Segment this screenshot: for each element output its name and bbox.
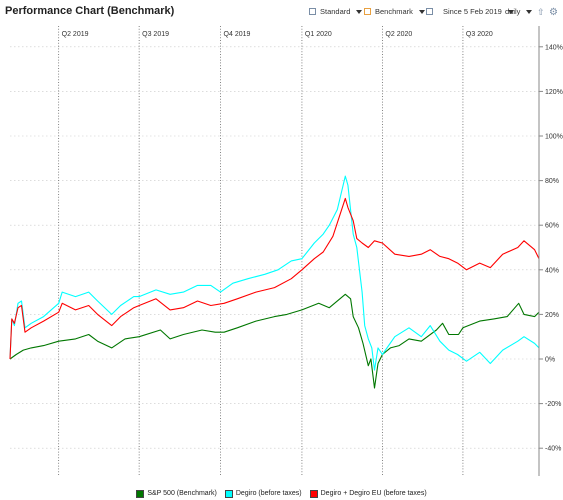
chevron-down-icon (526, 9, 533, 14)
quarter-label: Q2 2019 (62, 31, 89, 38)
performance-chart: Q2 2019 Q3 2019 Q4 2019 Q1 2020 Q2 2020 Q3 20… (9, 26, 563, 476)
date-range-selector[interactable]: Since 5 Feb 2019 (426, 7, 514, 16)
since-label: Since 5 Feb 2019 (443, 7, 502, 16)
legend-item-degiro-eu[interactable]: Degiro + Degiro EU (before taxes) (309, 487, 427, 500)
export-icon[interactable]: ⇧ (537, 7, 545, 17)
benchmark-label: Benchmark (375, 7, 413, 16)
interval-dropdown[interactable]: daily (505, 7, 533, 16)
quarter-label: Q3 2020 (466, 31, 493, 38)
legend-swatch (136, 489, 145, 498)
y-tick-label: 40% (545, 267, 559, 274)
interval-label: daily (505, 7, 521, 16)
chart-toolbar: Performance Chart (Benchmark) Standard B… (0, 0, 563, 26)
chevron-down-icon (507, 9, 514, 14)
quarter-label: Q1 2020 (305, 31, 332, 38)
page-title: Performance Chart (Benchmark) (5, 5, 175, 17)
quarter-label: Q4 2019 (224, 31, 251, 38)
y-tick-label: 100% (545, 134, 563, 141)
quarter-markers: Q2 2019 Q3 2019 Q4 2019 Q1 2020 Q2 2020 Q3 20… (58, 26, 493, 476)
y-tick-label: 0% (545, 357, 555, 364)
y-axis-ticks: -40% -20% 0% 20% 40% 60% 80% 100% 120% 140% (539, 44, 563, 453)
chart-series (9, 175, 540, 389)
series-line (9, 293, 540, 389)
chevron-down-icon (418, 9, 425, 14)
chart-icon (364, 8, 371, 15)
benchmark-dropdown[interactable]: Benchmark (364, 7, 425, 16)
legend-item-sp500[interactable]: S&P 500 (Benchmark) (136, 487, 217, 500)
standard-dropdown[interactable]: Standard (309, 7, 363, 16)
legend-label: Degiro + Degiro EU (before taxes) (320, 490, 427, 497)
chart-grid (10, 46, 539, 449)
chart-legend: S&P 500 (Benchmark) Degiro (before taxes… (0, 487, 563, 500)
y-tick-label: 60% (545, 223, 559, 230)
legend-label: Degiro (before taxes) (235, 490, 302, 497)
y-tick-label: -40% (545, 446, 561, 453)
quarter-label: Q2 2020 (385, 31, 412, 38)
gear-icon[interactable]: ⚙ (549, 7, 558, 18)
chart-icon (309, 8, 316, 15)
legend-swatch (309, 489, 318, 498)
series-line (9, 175, 540, 371)
y-tick-label: 80% (545, 178, 559, 185)
y-tick-label: 120% (545, 89, 563, 96)
quarter-label: Q3 2019 (142, 31, 169, 38)
y-tick-label: 140% (545, 44, 563, 51)
y-tick-label: 20% (545, 312, 559, 319)
y-tick-label: -20% (545, 401, 561, 408)
standard-label: Standard (320, 7, 351, 16)
legend-swatch (224, 489, 233, 498)
chevron-down-icon (356, 9, 363, 14)
legend-label: S&P 500 (Benchmark) (147, 490, 217, 497)
legend-item-degiro[interactable]: Degiro (before taxes) (224, 487, 302, 500)
calendar-icon (426, 8, 433, 15)
series-line (9, 197, 540, 360)
